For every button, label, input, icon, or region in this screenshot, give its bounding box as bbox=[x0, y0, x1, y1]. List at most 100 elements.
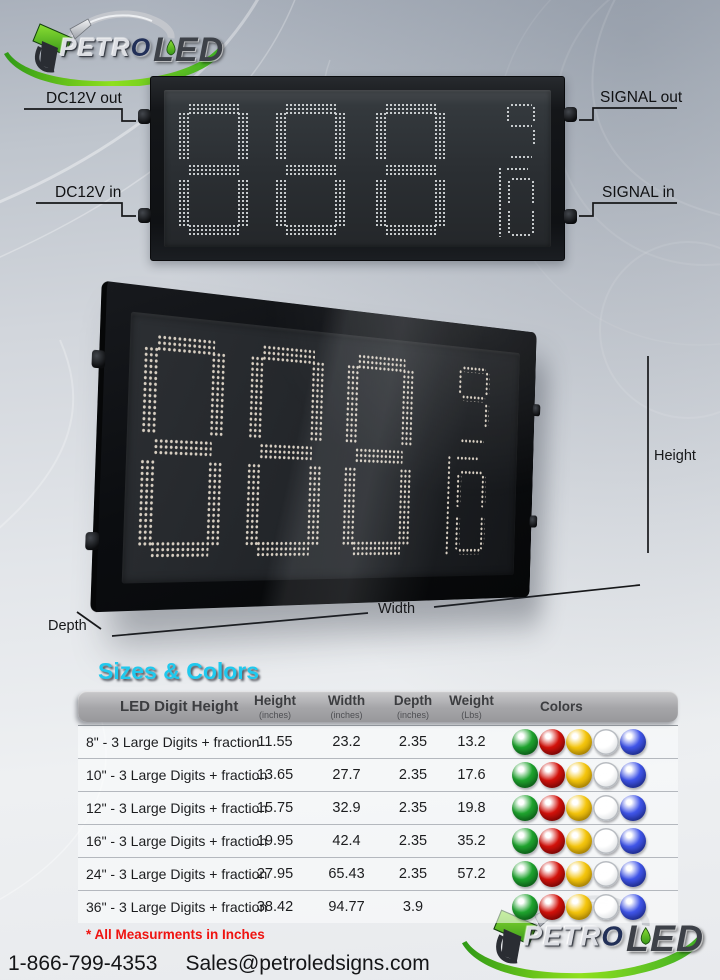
table-row: 24" - 3 Large Digits + fraction 27.95 65.4… bbox=[78, 857, 678, 890]
cell-value: 19.8 bbox=[457, 800, 486, 816]
led-digit-0 bbox=[454, 469, 486, 555]
cell-value: 11.55 bbox=[257, 734, 293, 750]
cell-digit-size: 36" - 3 Large Digits + fraction bbox=[86, 899, 268, 915]
led-color-yellow bbox=[566, 861, 592, 887]
footer-contacts: 1-866-799-4353 Sales@petroledsigns.com bbox=[8, 952, 430, 976]
cell-value: 2.35 bbox=[398, 866, 428, 882]
led-digit-8 bbox=[375, 103, 447, 237]
cell-value: 19.95 bbox=[256, 833, 294, 849]
cell-value: 23.2 bbox=[332, 734, 361, 750]
led-color-blue bbox=[620, 894, 646, 920]
cell-digit-size: 12" - 3 Large Digits + fraction bbox=[86, 800, 268, 816]
table-row: 12" - 3 Large Digits + fraction 15.75 32.9… bbox=[78, 791, 678, 824]
sizes-colors-section: Sizes & Colors LED Digit Height Height (i… bbox=[78, 658, 678, 942]
table-row: 16" - 3 Large Digits + fraction 19.95 42.4… bbox=[78, 824, 678, 857]
cell-value: 27.7 bbox=[332, 767, 361, 783]
signal-in-connector bbox=[564, 209, 577, 224]
fraction-display bbox=[444, 364, 499, 555]
brand-wordmark: PETR O LED bbox=[60, 33, 224, 67]
cell-value: 3.9 bbox=[402, 899, 424, 915]
led-display-panel bbox=[164, 90, 551, 247]
label-signal-in: SIGNAL in bbox=[602, 184, 675, 201]
cell-value: 27.95 bbox=[256, 866, 294, 882]
led-color-red bbox=[539, 861, 565, 887]
section-title: Sizes & Colors bbox=[98, 658, 260, 684]
led-color-blue bbox=[620, 795, 646, 821]
brand-logo: PETR O LED bbox=[4, 2, 226, 86]
label-height: Height bbox=[654, 448, 696, 464]
cell-value: 65.43 bbox=[328, 866, 365, 882]
led-color-red bbox=[539, 795, 565, 821]
side-connector bbox=[91, 349, 106, 369]
label-dc12v-out: DC12V out bbox=[46, 90, 122, 107]
color-options bbox=[500, 795, 678, 821]
led-color-blue bbox=[620, 762, 646, 788]
fraction-display bbox=[498, 103, 544, 237]
cell-digit-size: 16" - 3 Large Digits + fraction bbox=[86, 833, 268, 849]
led-color-green bbox=[512, 729, 538, 755]
led-digit-8 bbox=[244, 343, 326, 559]
led-sign-perspective-view bbox=[70, 270, 670, 640]
led-color-yellow bbox=[566, 762, 592, 788]
col-weight: Weight bbox=[449, 693, 494, 708]
sign-3d-body bbox=[85, 280, 541, 613]
cell-value: 2.35 bbox=[398, 833, 428, 849]
led-color-white bbox=[593, 795, 619, 821]
led-color-red bbox=[539, 828, 565, 854]
side-connector bbox=[85, 532, 100, 551]
color-options bbox=[500, 861, 678, 887]
led-color-blue bbox=[620, 729, 646, 755]
led-sign-front-view bbox=[138, 76, 577, 261]
led-digit-8 bbox=[341, 352, 416, 558]
side-connector bbox=[532, 403, 541, 417]
table-row: 8" - 3 Large Digits + fraction 11.55 23.2 2… bbox=[78, 726, 678, 758]
led-color-green bbox=[512, 894, 538, 920]
col-led-digit-height: LED Digit Height bbox=[120, 698, 239, 715]
table-header: LED Digit Height Height (inches) Width (in… bbox=[78, 691, 678, 722]
led-color-red bbox=[539, 762, 565, 788]
led-digit-0 bbox=[507, 177, 535, 237]
col-colors: Colors bbox=[540, 699, 583, 714]
label-width: Width bbox=[378, 601, 416, 617]
cell-value: 13.2 bbox=[457, 734, 486, 750]
cell-value: 17.6 bbox=[457, 767, 486, 783]
led-color-white bbox=[593, 729, 619, 755]
measurement-note: * All Measurments in Inches bbox=[86, 927, 265, 942]
led-digit-8 bbox=[275, 103, 347, 237]
phone-number: 1-866-799-4353 bbox=[8, 952, 158, 975]
cell-value: 35.2 bbox=[457, 833, 486, 849]
side-connector bbox=[529, 515, 538, 528]
led-display-panel-3d bbox=[121, 311, 520, 584]
color-options bbox=[500, 828, 678, 854]
cell-digit-size: 24" - 3 Large Digits + fraction bbox=[86, 866, 268, 882]
email-link[interactable]: Sales@petroledsigns.com bbox=[185, 952, 430, 975]
dc12v-out-connector bbox=[138, 109, 151, 124]
led-color-green bbox=[512, 762, 538, 788]
label-signal-out: SIGNAL out bbox=[600, 89, 683, 106]
cell-value: 2.35 bbox=[398, 800, 428, 816]
led-color-blue bbox=[620, 861, 646, 887]
label-dc12v-in: DC12V in bbox=[55, 184, 122, 201]
col-depth: Depth bbox=[393, 693, 433, 708]
led-color-yellow bbox=[566, 828, 592, 854]
led-color-yellow bbox=[566, 795, 592, 821]
led-color-white bbox=[593, 828, 619, 854]
table-body: 8" - 3 Large Digits + fraction 11.55 23.2 2… bbox=[78, 725, 678, 923]
color-options bbox=[500, 894, 678, 920]
led-color-yellow bbox=[566, 894, 592, 920]
led-color-red bbox=[539, 729, 565, 755]
led-color-white bbox=[593, 762, 619, 788]
led-color-green bbox=[512, 795, 538, 821]
led-digit-9 bbox=[506, 103, 536, 149]
brand-o: O bbox=[130, 34, 152, 62]
led-digit-8 bbox=[178, 103, 250, 237]
led-digit-9 bbox=[457, 365, 490, 432]
led-digit-8 bbox=[136, 333, 228, 560]
led-color-green bbox=[512, 861, 538, 887]
cell-value: 13.65 bbox=[256, 767, 294, 783]
cell-value: 2.35 bbox=[398, 734, 428, 750]
led-color-blue bbox=[620, 828, 646, 854]
led-color-red bbox=[539, 894, 565, 920]
cell-value: 42.4 bbox=[332, 833, 361, 849]
cell-value: 38.42 bbox=[256, 899, 294, 915]
